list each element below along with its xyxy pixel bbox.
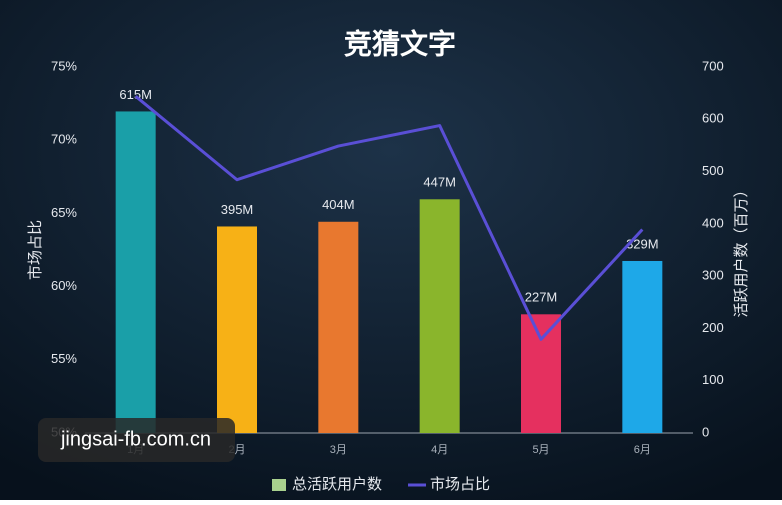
y-tick-label: 60%: [51, 278, 77, 293]
chart-title: 竞猜文字: [344, 27, 456, 59]
x-tick-label: 6月: [634, 444, 651, 456]
y2-tick-label: 400: [702, 215, 724, 230]
bar: [622, 260, 663, 433]
x-tick-label: 5月: [532, 444, 549, 456]
line: [134, 95, 644, 341]
bar: [419, 199, 460, 433]
legend-swatch: [272, 479, 286, 491]
bar: [115, 111, 156, 433]
bar: [521, 314, 561, 433]
y-tick-label: 75%: [51, 58, 77, 73]
data-label: 227M: [525, 290, 558, 305]
bar: [217, 226, 257, 433]
x-tick-label: 3月: [330, 444, 347, 456]
y2-axis-label: 活跃用户数（百万）: [733, 182, 750, 317]
y2-tick-label: 600: [702, 111, 724, 126]
y2-tick-label: 500: [702, 163, 724, 178]
x-tick-label: 4月: [431, 444, 448, 456]
watermark-text: jingsai-fb.com.cn: [60, 428, 211, 450]
bar: [318, 221, 359, 433]
y2-tick-label: 100: [702, 372, 724, 387]
y2-tick-label: 300: [702, 268, 724, 283]
watermark-box: [38, 418, 235, 462]
legend-label: 总活跃用户数: [292, 476, 382, 493]
data-label: 615M: [119, 87, 152, 102]
y2-tick-label: 200: [702, 320, 724, 335]
y2-tick-label: 700: [702, 58, 724, 73]
y-tick-label: 70%: [51, 132, 77, 147]
data-label: 447M: [423, 175, 456, 190]
y2-tick-label: 0: [702, 424, 709, 439]
data-label: 404M: [322, 197, 355, 212]
y-axis-label: 市场占比: [27, 220, 44, 280]
data-label: 395M: [221, 202, 254, 217]
watermark: jingsai-fb.com.cn: [38, 418, 235, 462]
y-tick-label: 65%: [51, 205, 77, 220]
y-tick-label: 55%: [51, 351, 77, 366]
legend-label: 市场占比: [430, 476, 490, 493]
